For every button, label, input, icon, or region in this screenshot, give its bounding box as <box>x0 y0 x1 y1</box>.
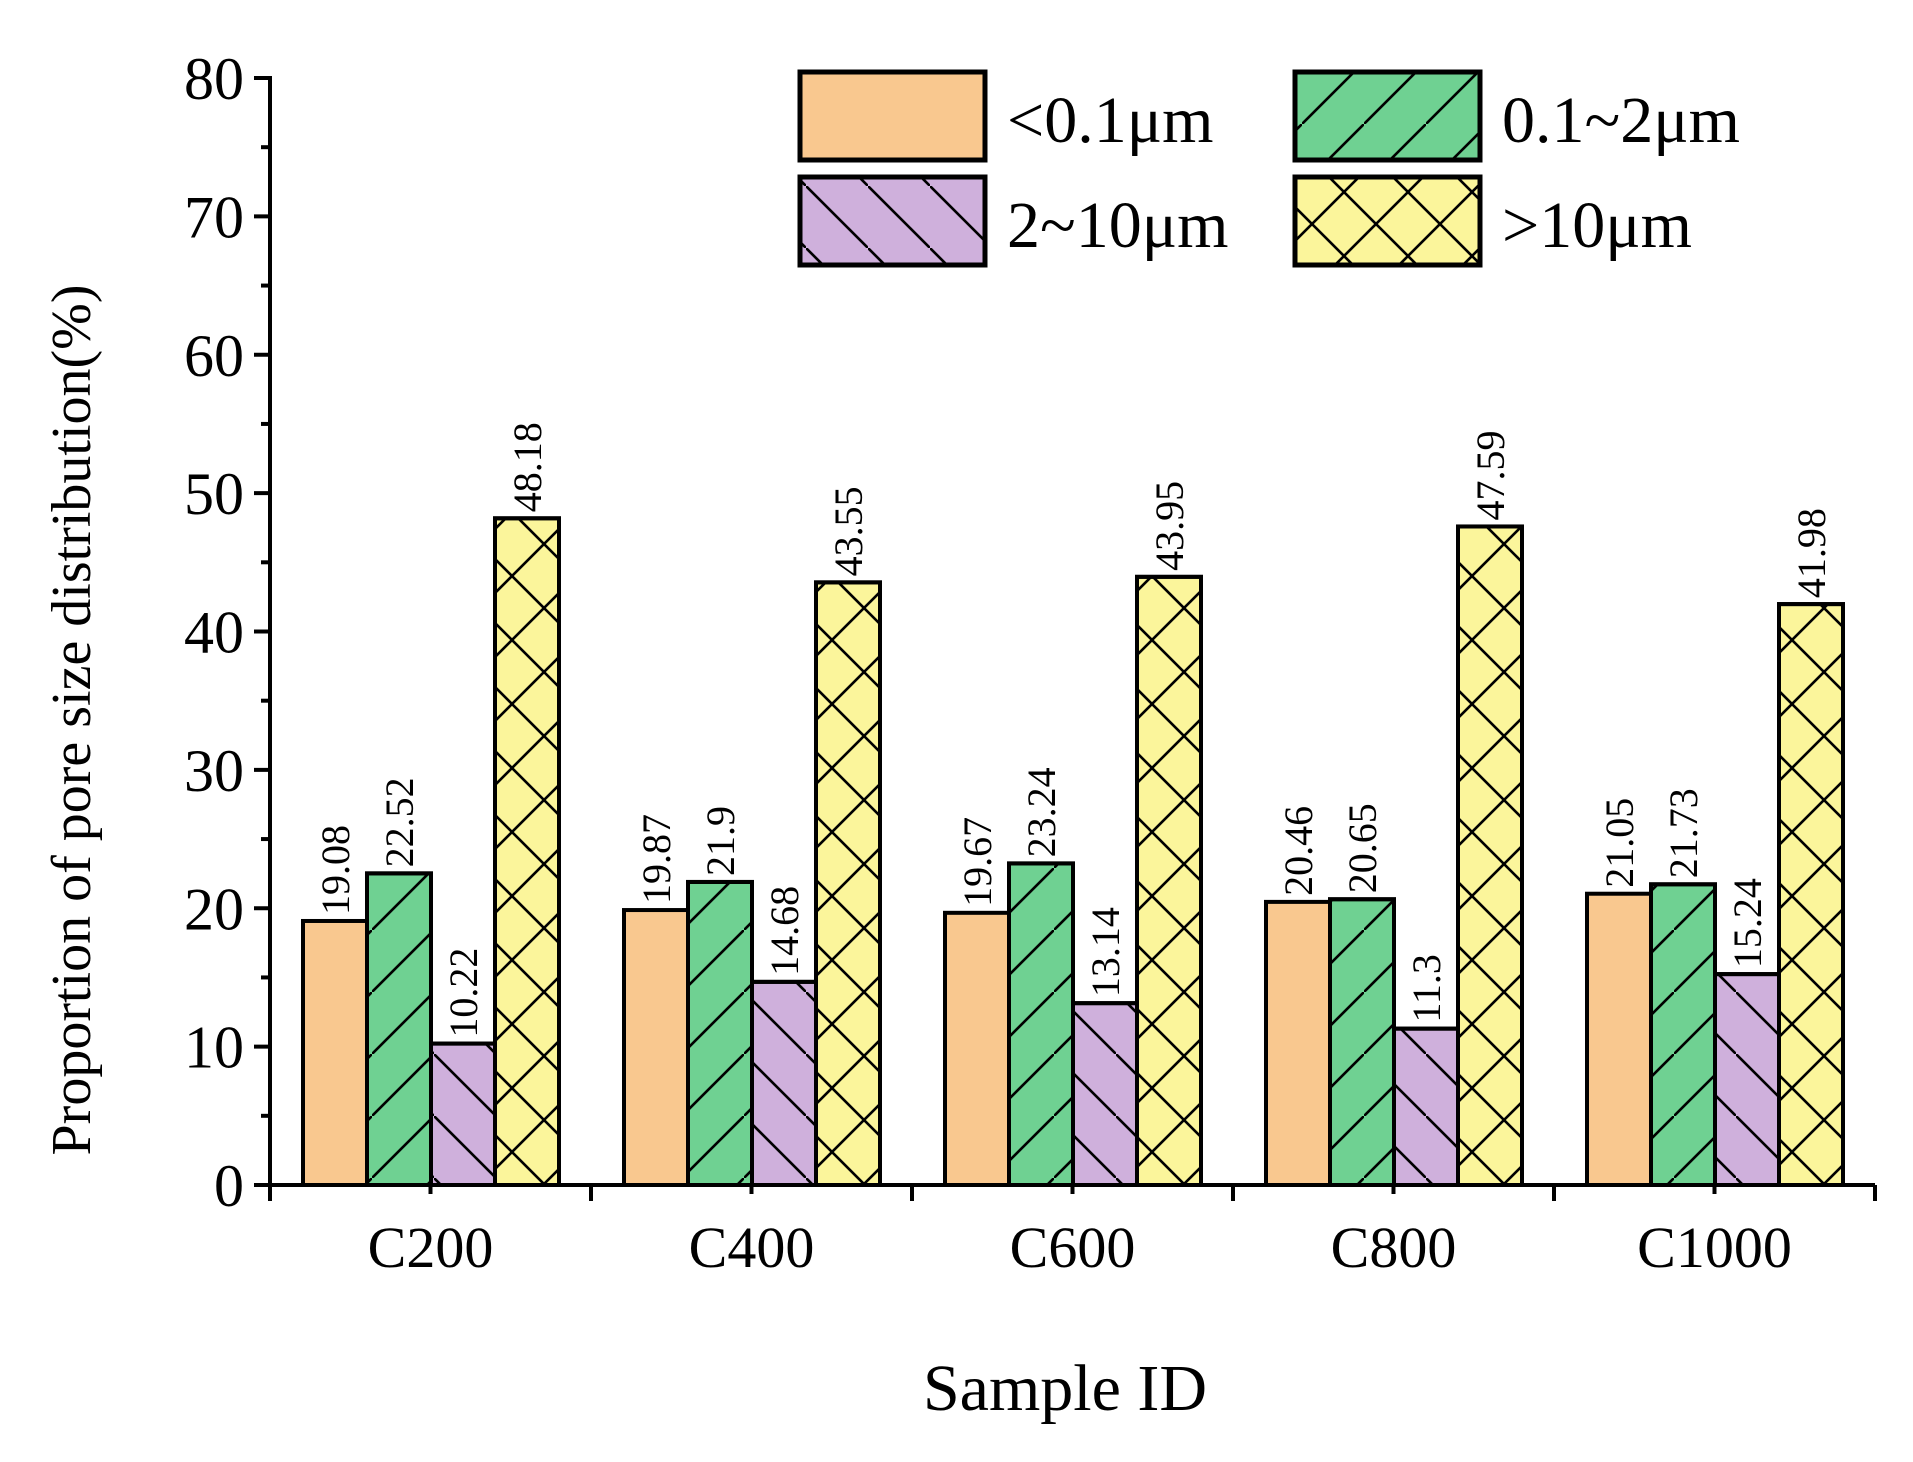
bar-hatch-c800-series-3 <box>1392 1026 1460 1187</box>
bar-hatch-c600-series-4 <box>1135 574 1203 1187</box>
bar-hatch-c400-series-2 <box>686 879 754 1187</box>
y-tick-label: 80 <box>184 46 244 112</box>
value-label-c1000-series-1: 21.05 <box>1597 798 1642 888</box>
value-label-c400-series-3: 14.68 <box>762 886 807 976</box>
bar-c800-series-1 <box>1264 899 1332 1188</box>
legend-label-series-1: <0.1μm <box>1007 84 1213 157</box>
value-label-c200-series-1: 19.08 <box>313 825 358 915</box>
bar-hatch-c1000-series-4 <box>1777 602 1845 1187</box>
bar-hatch-c800-series-4 <box>1456 524 1524 1187</box>
bar-hatch-c200-series-2 <box>365 871 433 1188</box>
value-label-c400-series-4: 43.55 <box>826 486 871 576</box>
value-label-c600-series-1: 19.67 <box>955 817 1000 907</box>
value-label-c200-series-3: 10.22 <box>441 948 486 1038</box>
value-label-c800-series-4: 47.59 <box>1468 430 1513 520</box>
y-tick-label: 70 <box>184 184 244 250</box>
bar-hatch-c200-series-3 <box>429 1041 497 1188</box>
legend-label-series-4: >10μm <box>1502 189 1692 262</box>
value-label-c400-series-1: 19.87 <box>634 814 679 904</box>
y-axis-title: Proportion of pore size distribution(%) <box>41 285 103 1156</box>
legend-swatch-hatch-series-3 <box>797 174 988 268</box>
y-tick-label: 30 <box>184 738 244 804</box>
bar-hatch-c400-series-3 <box>750 979 818 1187</box>
y-tick-label: 60 <box>184 323 244 389</box>
y-tick-label: 0 <box>214 1153 244 1219</box>
bar-c200-series-1 <box>301 918 369 1188</box>
y-tick-label: 10 <box>184 1015 244 1081</box>
bars-layer <box>301 516 1845 1188</box>
bar-c600-series-1 <box>943 910 1011 1187</box>
value-label-c600-series-2: 23.24 <box>1019 767 1064 857</box>
bar-hatch-c1000-series-2 <box>1649 882 1717 1187</box>
bar-c400-series-1 <box>622 908 690 1187</box>
bar-hatch-c600-series-2 <box>1007 861 1075 1187</box>
legend-swatch-hatch-series-4 <box>1292 174 1483 268</box>
x-tick-label-c800: C800 <box>1331 1215 1457 1280</box>
y-tick-label: 40 <box>184 600 244 666</box>
value-label-c1000-series-3: 15.24 <box>1725 878 1770 968</box>
value-label-c600-series-3: 13.14 <box>1083 907 1128 997</box>
axes-layer: 0 10 20 30 40 50 60 70 80 C200 C400 C600 C800 C1000 <box>184 46 1877 1280</box>
bar-c1000-series-1 <box>1585 891 1653 1188</box>
value-label-c800-series-1: 20.46 <box>1276 806 1321 896</box>
value-label-c1000-series-2: 21.73 <box>1661 788 1706 878</box>
bar-hatch-c800-series-2 <box>1328 897 1396 1187</box>
x-tick-label-c1000: C1000 <box>1637 1215 1792 1280</box>
value-label-c400-series-2: 21.9 <box>698 806 743 876</box>
value-label-c800-series-3: 11.3 <box>1404 954 1449 1023</box>
value-label-c200-series-2: 22.52 <box>377 777 422 867</box>
value-label-c200-series-4: 48.18 <box>505 422 550 512</box>
legend-label-series-2: 0.1~2μm <box>1502 84 1740 157</box>
y-tick-label: 50 <box>184 461 244 527</box>
x-tick-label-c200: C200 <box>368 1215 494 1280</box>
bar-hatch-c400-series-4 <box>814 580 882 1187</box>
x-tick-label-c600: C600 <box>1010 1215 1136 1280</box>
bar-hatch-c1000-series-3 <box>1713 972 1781 1188</box>
legend-swatch-series-1 <box>797 69 988 163</box>
legend-label-series-3: 2~10μm <box>1007 189 1228 262</box>
legend: <0.1μm 0.1~2μm 2~10μm >10μm <box>797 69 1740 268</box>
value-labels-layer: 19.08 22.52 10.22 48.18 19.87 21.9 14.68 43.55 1… <box>313 422 1834 1037</box>
value-label-c800-series-2: 20.65 <box>1340 803 1385 893</box>
bar-hatch-c200-series-4 <box>493 516 561 1187</box>
x-axis-title: Sample ID <box>923 1352 1207 1425</box>
value-label-c600-series-4: 43.95 <box>1147 481 1192 571</box>
value-label-c1000-series-4: 41.98 <box>1789 508 1834 598</box>
y-tick-label: 20 <box>184 876 244 942</box>
legend-swatch-hatch-series-2 <box>1292 69 1483 163</box>
x-tick-label-c400: C400 <box>689 1215 815 1280</box>
bar-hatch-c600-series-3 <box>1071 1001 1139 1187</box>
